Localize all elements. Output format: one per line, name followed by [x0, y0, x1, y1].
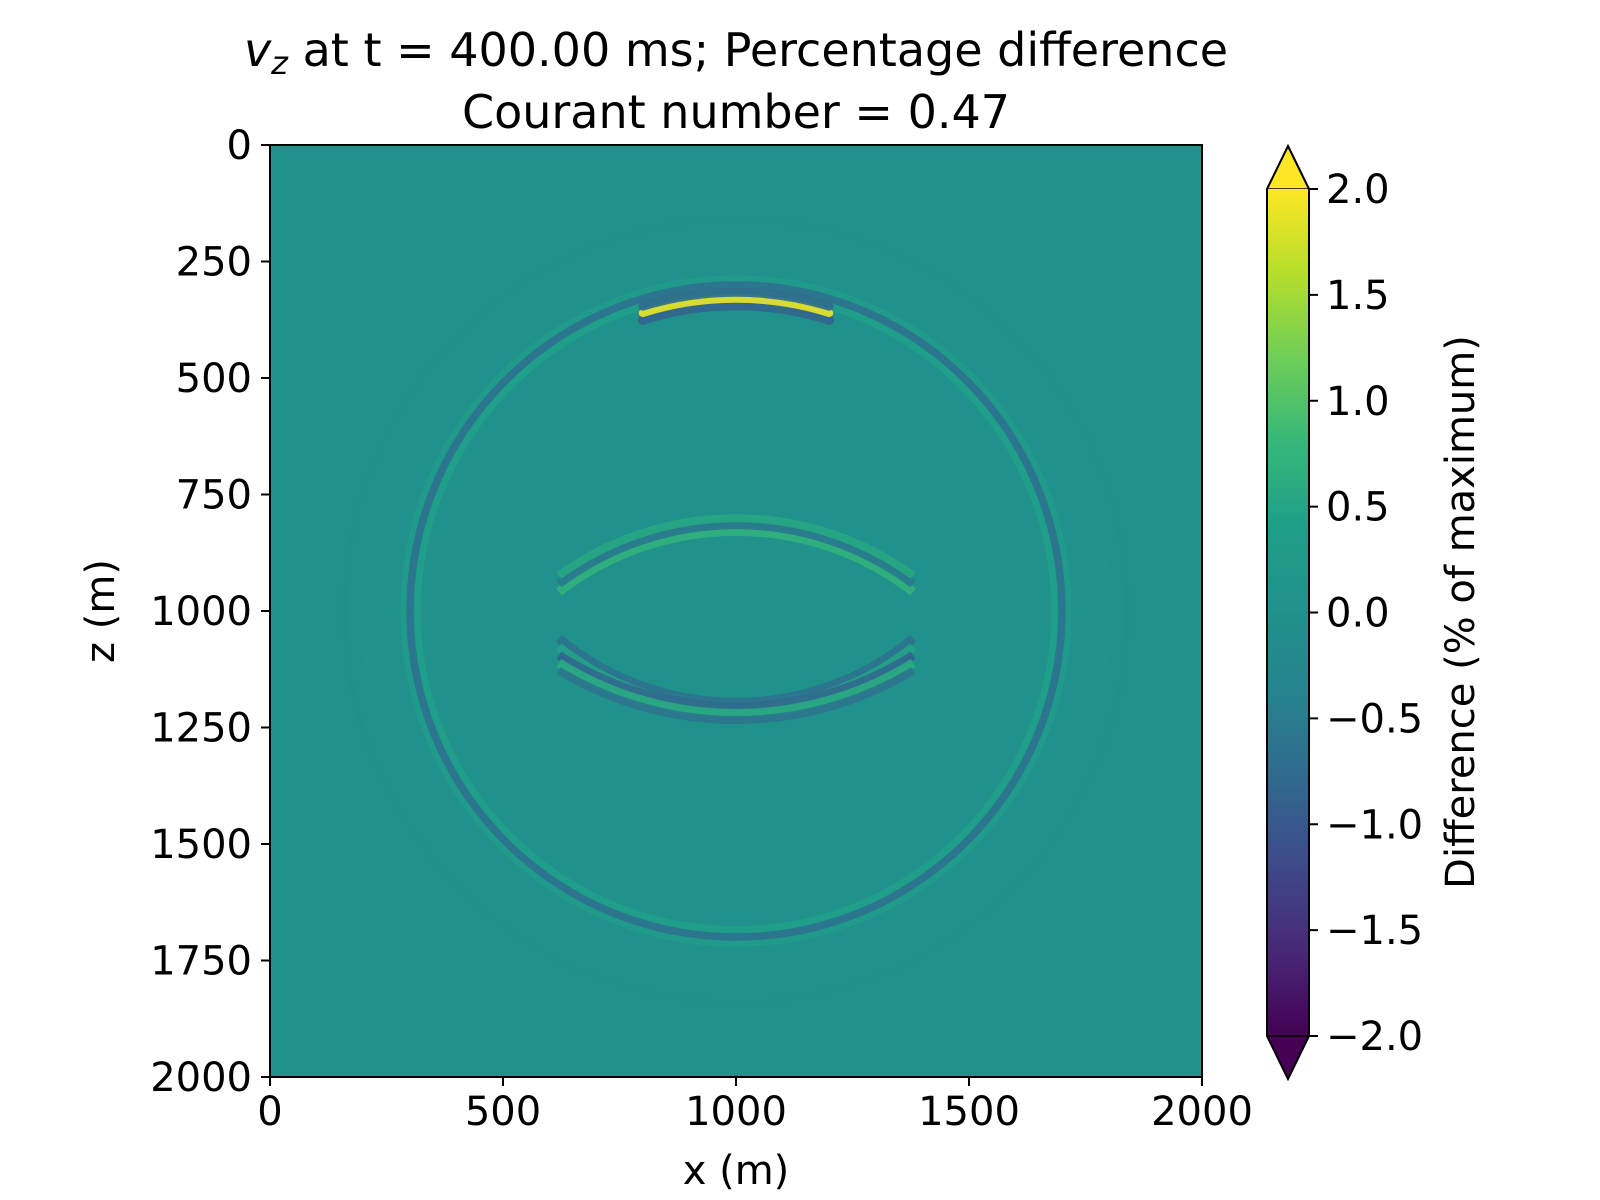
x-tick-label: 1000 [685, 1089, 787, 1135]
colorbar-tick-label: −2.0 [1326, 1014, 1423, 1060]
heatmap-plot [269, 144, 1203, 1078]
wavefront-upper-wavefront-peak [638, 294, 834, 318]
title-line1-rest: at t = 400.00 ms; Percentage difference [288, 23, 1228, 77]
y-tick-label: 2000 [150, 1055, 252, 1101]
colorbar-label: Difference (% of maximum) [1438, 335, 1484, 889]
colorbar-extend-bottom [1265, 1035, 1311, 1081]
title-variable-subscript: z [270, 44, 289, 82]
wavefront-upper-wavefront-peak [638, 287, 834, 311]
wavefront-reflected-arc [556, 514, 916, 579]
x-tick-label: 0 [257, 1089, 282, 1135]
colorbar: 2.0 1.5 1.0 0.5 0.0 −0.5 −1.0 −1.5 −2.0 [1265, 143, 1423, 1082]
y-axis-label: z (m) [78, 559, 124, 663]
colorbar-gradient [1267, 189, 1309, 1036]
colorbar-tick-label: 2.0 [1326, 167, 1390, 213]
wavefront-reflected-arc [556, 520, 916, 588]
colorbar-extend-top [1265, 144, 1311, 190]
y-tick-label: 750 [176, 473, 252, 519]
y-tick-label: 1750 [150, 939, 252, 985]
x-tick-label: 1500 [918, 1089, 1020, 1135]
x-tick-label: 500 [465, 1089, 541, 1135]
y-tick-label: 250 [176, 240, 252, 286]
colorbar-tick-label: 1.5 [1326, 273, 1390, 319]
wavefront-bottom-arc [556, 651, 916, 712]
y-axis: 0 250 500 750 1000 1250 1500 1750 2000 [150, 123, 270, 1101]
x-axis: 0 500 1000 1500 2000 [257, 1077, 1253, 1135]
colorbar-ticks: 2.0 1.5 1.0 0.5 0.0 −0.5 −1.0 −1.5 −2.0 [1309, 167, 1423, 1060]
colorbar-tick-label: 0.5 [1326, 485, 1390, 531]
x-tick-label: 2000 [1151, 1089, 1253, 1135]
title-variable-symbol: v [244, 23, 272, 77]
wavefront-upper-wavefront-peak [637, 300, 835, 325]
wavefront-reflected-arc [556, 526, 916, 596]
y-tick-label: 500 [176, 356, 252, 402]
colorbar-tick-label: −0.5 [1326, 696, 1423, 742]
x-axis-label: x (m) [683, 1148, 790, 1194]
wavefront-outer-wavefront [400, 275, 1072, 947]
y-tick-label: 1250 [150, 706, 252, 752]
heatmap-features [342, 217, 1130, 1005]
wavefront-lower-trough-arc [556, 635, 916, 707]
y-tick-label: 1500 [150, 822, 252, 868]
wavefront-bottom-arc [556, 659, 916, 718]
wavefront-outer-wavefront [405, 280, 1067, 942]
chart-title-line1: vz at t = 400.00 ms; Percentage differen… [244, 23, 1228, 82]
wavefront-faint-ring [360, 235, 1112, 987]
wavefront-bottom-arc [556, 667, 916, 724]
wavefront-faint-ring [342, 217, 1130, 1005]
y-tick-label: 1000 [150, 589, 252, 635]
colorbar-tick-label: −1.0 [1326, 802, 1423, 848]
colorbar-tick-label: 1.0 [1326, 379, 1390, 425]
colorbar-tick-label: −1.5 [1326, 908, 1423, 954]
y-tick-label: 0 [227, 123, 252, 169]
colorbar-tick-label: 0.0 [1326, 591, 1390, 637]
chart-title-line2: Courant number = 0.47 [462, 85, 1010, 139]
